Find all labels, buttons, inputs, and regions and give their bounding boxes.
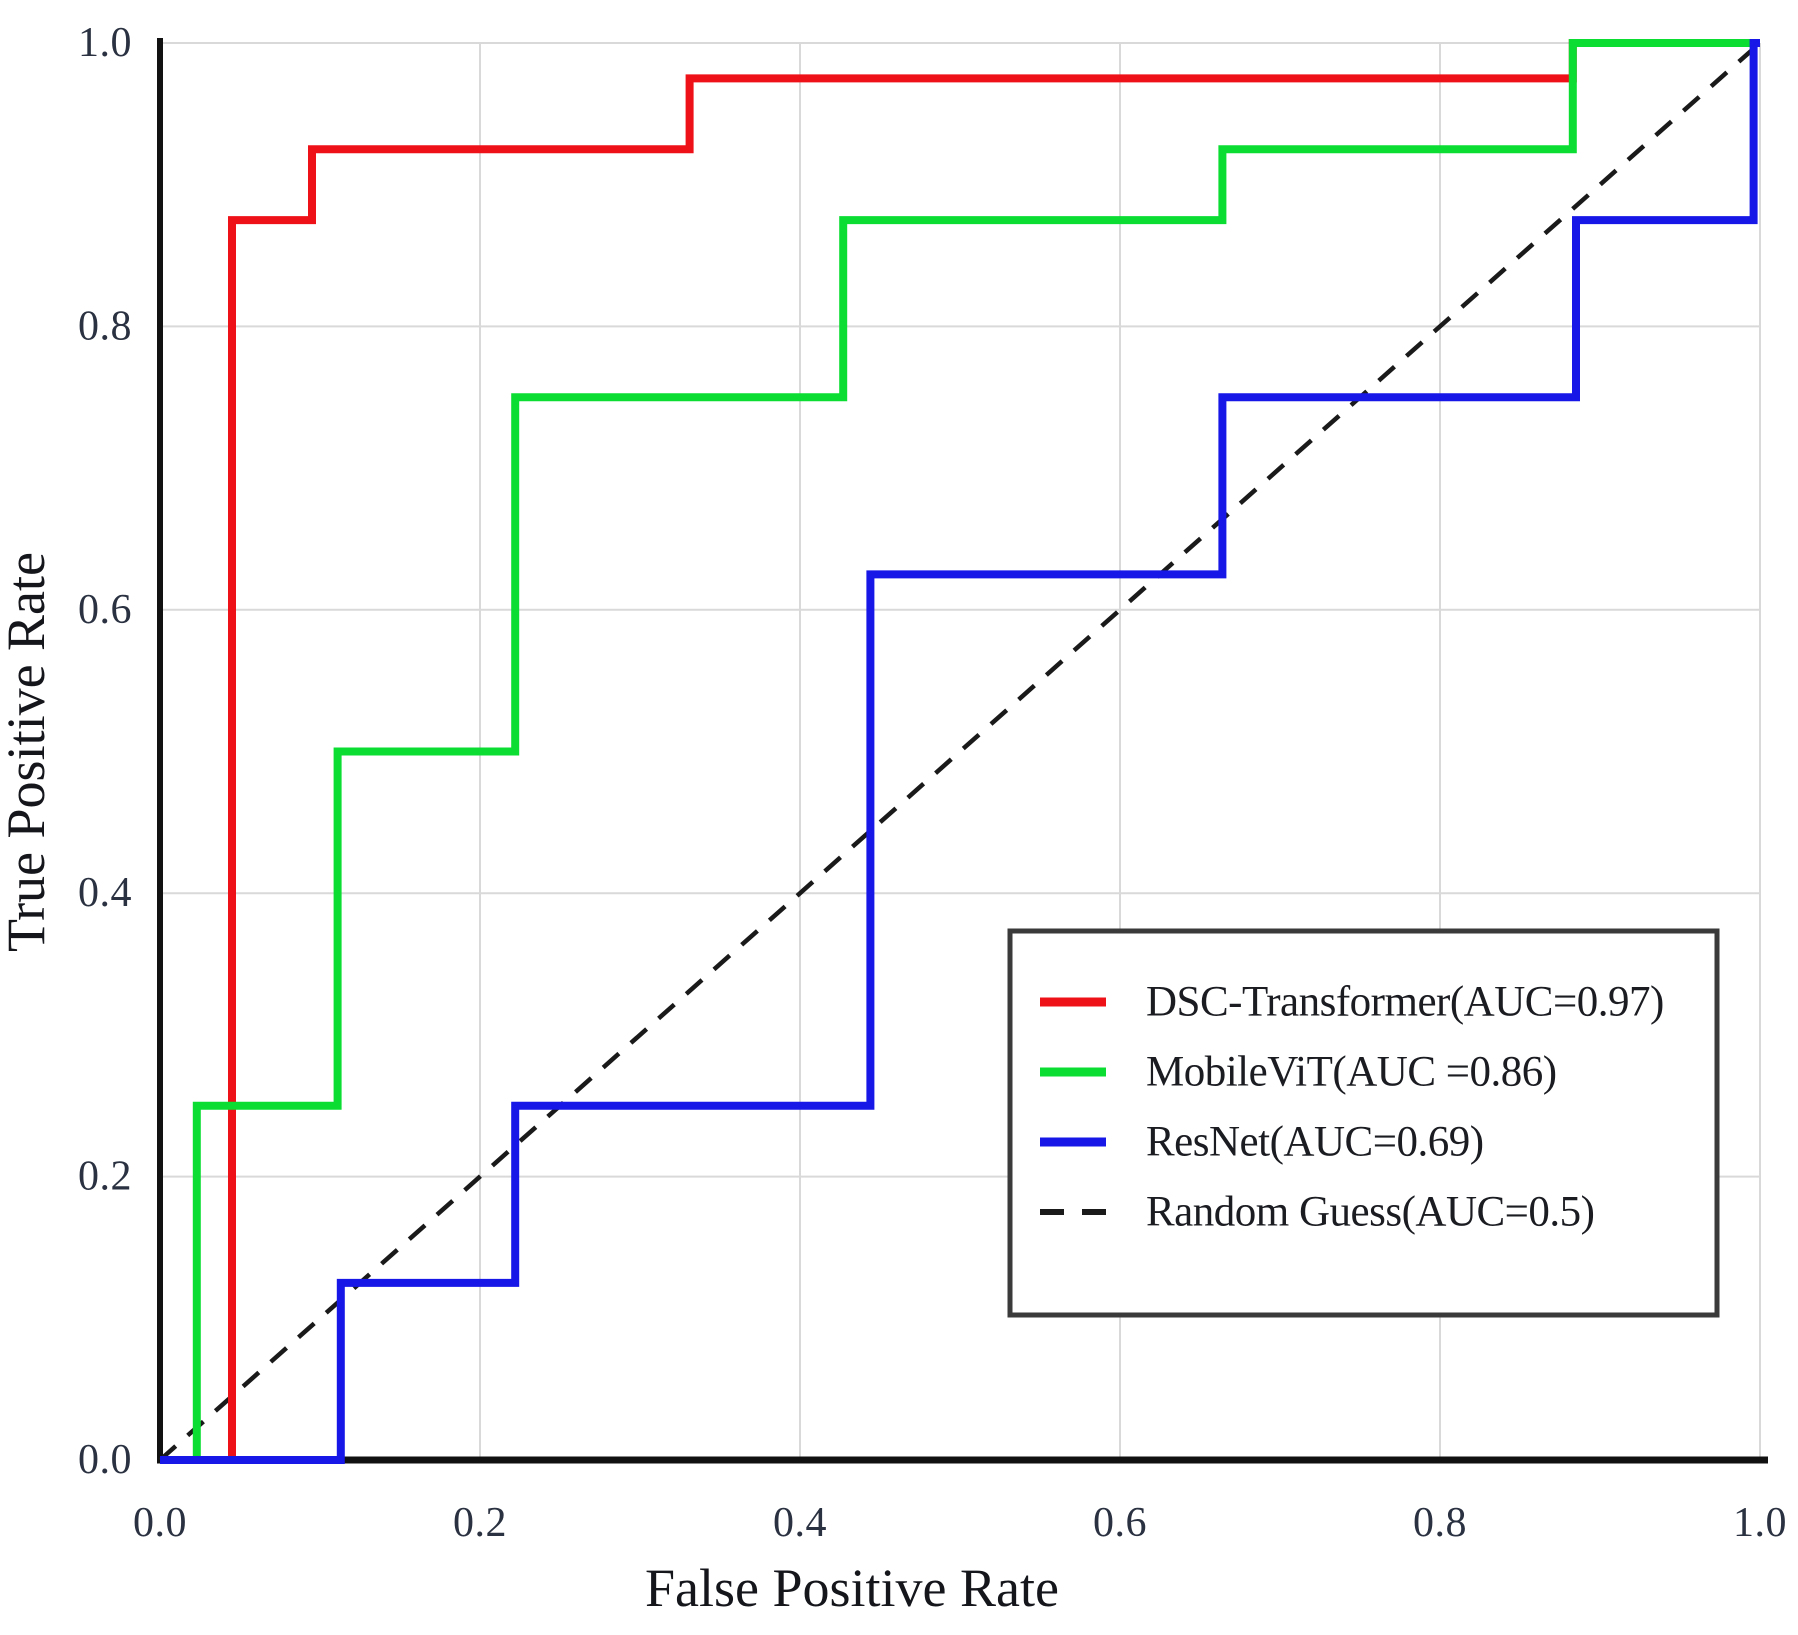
legend-label-resnet: ResNet(AUC=0.69) bbox=[1146, 1119, 1484, 1166]
y-tick-label-0.0: 0.0 bbox=[78, 1437, 132, 1483]
y-tick-label-0.4: 0.4 bbox=[78, 870, 132, 916]
x-tick-label-1.0: 1.0 bbox=[1733, 1500, 1787, 1546]
tick-label-layer: 0.0 0.2 0.4 0.6 0.8 1.0 0.0 0.2 0.4 0.6 0.8 1.0 bbox=[78, 20, 1787, 1546]
y-tick-label-0.6: 0.6 bbox=[78, 587, 132, 633]
legend-rows: DSC-Transformer(AUC=0.97) MobileViT(AUC =… bbox=[1040, 979, 1664, 1236]
legend-label-dsc-transformer: DSC-Transformer(AUC=0.97) bbox=[1146, 979, 1664, 1026]
x-tick-label-0.4: 0.4 bbox=[773, 1500, 827, 1546]
x-tick-label-0.8: 0.8 bbox=[1413, 1500, 1467, 1546]
roc-curve-random-guess bbox=[158, 41, 1762, 1462]
legend-frame bbox=[1007, 928, 1720, 1318]
legend-box: DSC-Transformer(AUC=0.97) MobileViT(AUC =… bbox=[1007, 928, 1720, 1318]
legend-label-mobilevit: MobileViT(AUC =0.86) bbox=[1146, 1049, 1557, 1096]
x-tick-label-0.6: 0.6 bbox=[1093, 1500, 1147, 1546]
x-tick-label-0.2: 0.2 bbox=[453, 1500, 507, 1546]
roc-curve-resnet bbox=[160, 39, 1760, 1464]
y-axis-title: True Positive Rate bbox=[0, 552, 56, 952]
curve-layer bbox=[158, 39, 1762, 1464]
roc-curve-mobilevit bbox=[160, 39, 1760, 1464]
x-axis-title: False Positive Rate bbox=[645, 1558, 1059, 1618]
y-tick-label-0.2: 0.2 bbox=[78, 1154, 132, 1200]
x-tick-label-0.0: 0.0 bbox=[133, 1500, 187, 1546]
y-tick-label-0.8: 0.8 bbox=[78, 303, 132, 349]
y-tick-label-1.0: 1.0 bbox=[78, 20, 132, 66]
legend-label-random-guess: Random Guess(AUC=0.5) bbox=[1146, 1189, 1595, 1236]
